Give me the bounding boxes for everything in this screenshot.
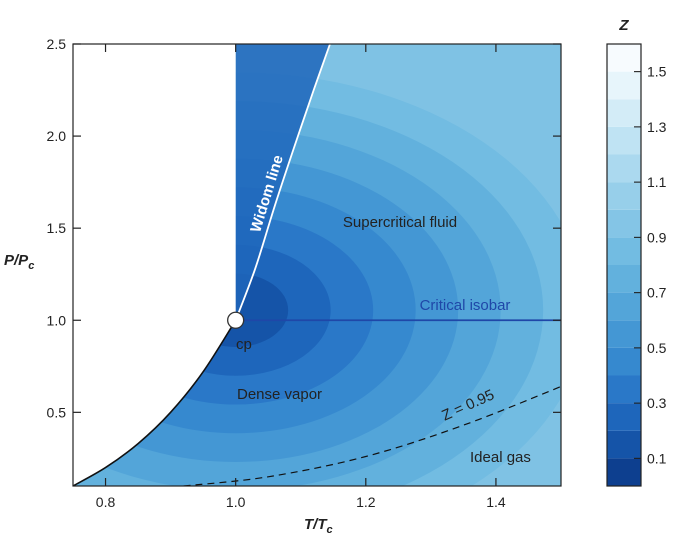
colorbar-tick-label: 1.3 [647,119,667,135]
plot-frame [72,43,562,487]
colorbar-segment [607,265,641,293]
colorbar-segment [607,99,641,127]
y-axis-title: P/Pc [4,252,34,272]
colorbar-segment [607,71,641,100]
y-tick-label: 1.5 [47,220,67,236]
colorbar-segment [607,292,641,321]
colorbar-tick-label: 0.5 [647,340,667,356]
supercritical-label: Supercritical fluid [343,214,457,231]
plot-area [73,44,561,486]
ideal-gas-label: Ideal gas [470,449,531,466]
colorbar-segment [607,209,641,238]
y-axis: 0.5 1.0 1.5 2.0 2.5 [47,36,561,420]
widom-line [234,44,331,321]
colorbar-segment [607,375,641,404]
y-tick-label: 0.5 [47,404,67,420]
colorbar-segment [607,320,641,348]
liquid-region [73,44,236,486]
dense-vapor-label: Dense vapor [237,386,322,403]
colorbar-segment [607,126,641,155]
x-tick-label: 1.4 [486,494,506,510]
colorbar-segment [607,237,641,265]
colorbar-tick-label: 0.1 [647,450,667,466]
x-tick-label: 1.2 [356,494,376,510]
y-tick-label: 1.0 [47,312,67,328]
colorbar-segment [607,154,641,183]
colorbar-segment [607,44,641,72]
compressed-fluid-band [235,44,330,321]
colorbar-frame [606,43,642,487]
y-tick-label: 2.0 [47,128,67,144]
colorbar-segment [607,182,641,210]
x-tick-label: 1.0 [226,494,246,510]
coexistence-curve [73,319,237,486]
colorbar-tick-label: 1.1 [647,174,667,190]
critical-isobar-label: Critical isobar [420,297,511,314]
z-095-contour [183,385,561,486]
y-tick-label: 2.5 [47,36,67,52]
x-tick-label: 0.8 [96,494,116,510]
colorbar-tick-label: 0.3 [647,395,667,411]
colorbar-tick-label: 0.7 [647,285,667,301]
colorbar-tick-label: 1.5 [647,64,667,80]
cp-label: cp [236,336,252,353]
x-axis: 0.8 1.0 1.2 1.4 [96,44,506,510]
colorbar-title: Z [618,17,629,34]
colorbar-segment [607,458,641,486]
colorbar-segment [607,403,641,431]
colorbar-segment [607,430,641,459]
colorbar-tick-label: 0.9 [647,229,667,245]
colorbar-segment [607,347,641,376]
x-axis-title: T/Tc [304,516,333,536]
colorbar: 0.1 0.3 0.5 0.7 0.9 1.1 1.3 1.5 [606,43,667,487]
critical-point-marker [227,311,245,329]
